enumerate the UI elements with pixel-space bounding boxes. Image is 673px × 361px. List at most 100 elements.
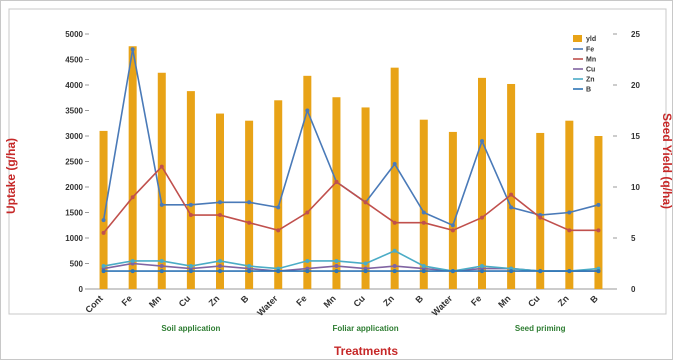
category-label: Fe (469, 293, 484, 308)
line-fe (102, 49, 599, 227)
y-tick-label: 4500 (65, 56, 83, 65)
point-mn (421, 220, 426, 225)
point-cu (159, 264, 164, 269)
bar-yld (419, 119, 428, 290)
point-mn (130, 195, 135, 200)
point-mn (392, 220, 397, 225)
left-axis-ticks: 0 500 1000 1500 2000 2500 3000 3500 4000 4500 5000 (65, 30, 89, 294)
point-fe (101, 218, 106, 223)
legend-label: Zn (586, 77, 595, 84)
point-b (567, 269, 572, 274)
y-tick-label: 2500 (65, 158, 83, 167)
category-label: Fe (120, 293, 135, 308)
bar-yld (99, 130, 108, 289)
point-mn (276, 228, 281, 233)
point-b (276, 269, 281, 274)
right-axis-ticks: 0 5 10 15 20 25 (613, 30, 640, 294)
point-zn (305, 258, 310, 263)
bar-yld (245, 120, 254, 289)
legend-label: Mn (586, 57, 596, 64)
point-zn (101, 264, 106, 269)
y2-tick-label: 10 (631, 183, 640, 192)
legend-label: Cu (586, 67, 595, 74)
point-b (305, 269, 310, 274)
point-mn (567, 228, 572, 233)
category-label: Cu (526, 293, 542, 309)
point-mn (101, 230, 106, 235)
point-fe (159, 202, 164, 207)
legend-label: B (586, 87, 591, 94)
legend-label: yld (586, 36, 596, 43)
point-fe (480, 139, 484, 144)
bar-yld (478, 77, 486, 289)
point-mn (218, 213, 222, 218)
point-fe (276, 205, 281, 210)
y-tick-label: 3000 (65, 132, 83, 141)
point-zn (480, 264, 484, 269)
bar-yld (390, 67, 399, 289)
y-tick-label: 5000 (65, 30, 83, 39)
y2-tick-label: 0 (631, 285, 636, 294)
point-b (101, 269, 106, 274)
category-label: Cu (177, 293, 193, 309)
y-tick-label: 4000 (65, 81, 83, 90)
line-mn (102, 165, 599, 234)
point-b (130, 269, 135, 274)
point-b (509, 269, 514, 274)
plot-frame (8, 8, 667, 315)
y2-tick-label: 20 (631, 81, 640, 90)
y-tick-label: 500 (70, 260, 84, 269)
bar-yld (157, 72, 166, 289)
point-fe (218, 200, 222, 205)
point-mn (247, 220, 252, 225)
point-zn (363, 261, 368, 266)
point-fe (188, 202, 193, 207)
point-zn (392, 248, 397, 253)
point-b (334, 269, 339, 274)
point-mn (480, 215, 484, 220)
bar-yld (186, 91, 195, 290)
point-fe (305, 108, 310, 113)
point-fe (450, 223, 455, 228)
legend: yld Fe Mn Cu Zn B (573, 35, 596, 94)
point-zn (159, 258, 164, 263)
bar-yld (361, 107, 370, 289)
point-zn (188, 264, 193, 269)
x-axis-title: Treatments (334, 344, 398, 358)
bar-yld (448, 131, 457, 289)
bar-yld (303, 75, 312, 289)
point-b (421, 269, 426, 274)
category-label: Zn (381, 293, 396, 308)
category-label: B (239, 293, 251, 305)
legend-label: Fe (586, 47, 594, 54)
group-label: Foliar application (332, 324, 398, 333)
y-tick-label: 0 (79, 285, 84, 294)
point-fe (247, 200, 252, 205)
point-fe (392, 162, 397, 167)
point-b (159, 269, 164, 274)
point-mn (305, 210, 310, 215)
point-mn (596, 228, 601, 233)
legend-swatch-yld (573, 35, 582, 42)
point-fe (509, 205, 514, 210)
category-label: Zn (556, 293, 571, 308)
point-b (363, 269, 368, 274)
y2-tick-label: 15 (631, 132, 640, 141)
group-label: Soil application (161, 324, 220, 333)
y-axis-title: Uptake (g/ha) (4, 138, 18, 214)
point-mn (363, 200, 368, 205)
line-zn (103, 249, 599, 272)
y-tick-label: 3500 (65, 107, 83, 116)
point-zn (247, 264, 252, 269)
point-zn (218, 258, 222, 263)
point-mn (538, 215, 543, 220)
category-label: Zn (207, 293, 222, 308)
point-mn (450, 228, 455, 233)
y2-tick-label: 5 (631, 234, 636, 243)
point-fe (596, 202, 601, 207)
point-b (188, 269, 193, 274)
bar-yld (536, 132, 545, 289)
point-cu (334, 264, 339, 269)
